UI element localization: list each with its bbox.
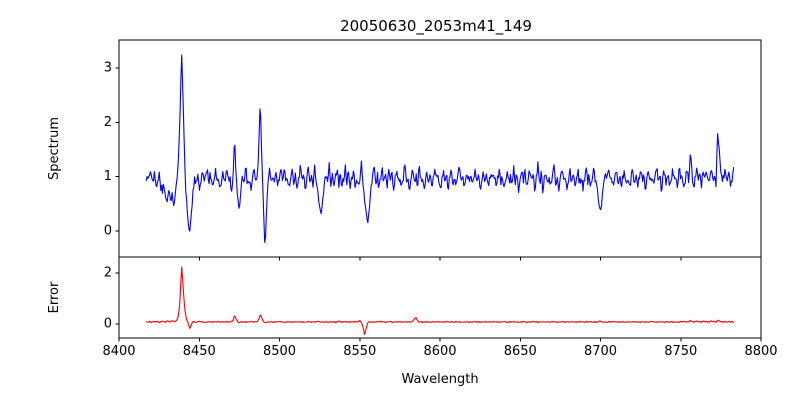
x-tick-label-1: 8450 [183,344,216,359]
y-tick-label-error-0: 0 [104,316,112,331]
y-axis-label-spectrum: Spectrum [47,117,62,180]
x-tick-label-6: 8700 [584,344,617,359]
x-tick-label-3: 8550 [343,344,376,359]
panel-frame-error [118,256,762,339]
y-axis-label-error: Error [47,281,62,313]
y-tick-label-spectrum-1: 1 [104,169,112,184]
y-tick-label-error-1: 2 [104,265,112,280]
x-tick-label-0: 8400 [102,344,135,359]
y-tick-label-spectrum-3: 3 [104,61,112,76]
x-tick-label-2: 8500 [263,344,296,359]
panel-frame-spectrum [118,39,762,258]
x-axis-label: Wavelength [401,372,478,387]
x-tick-label-5: 8650 [504,344,537,359]
x-tick-label-4: 8600 [423,344,456,359]
x-tick-label-8: 8800 [744,344,777,359]
y-tick-label-spectrum-0: 0 [104,223,112,238]
data-series-spectrum [145,54,735,244]
panel-error: 0 2 8400 8450 8500 8550 8600 8650 8700 8750 8800 Er… [47,256,778,359]
page-title: 20050630_2053m41_149 [340,17,532,36]
data-series-error [145,266,735,335]
y-tick-label-spectrum-2: 2 [104,115,112,130]
panel-spectrum: 0 1 2 3 Spectrum [47,39,762,261]
x-tick-label-7: 8750 [664,344,697,359]
